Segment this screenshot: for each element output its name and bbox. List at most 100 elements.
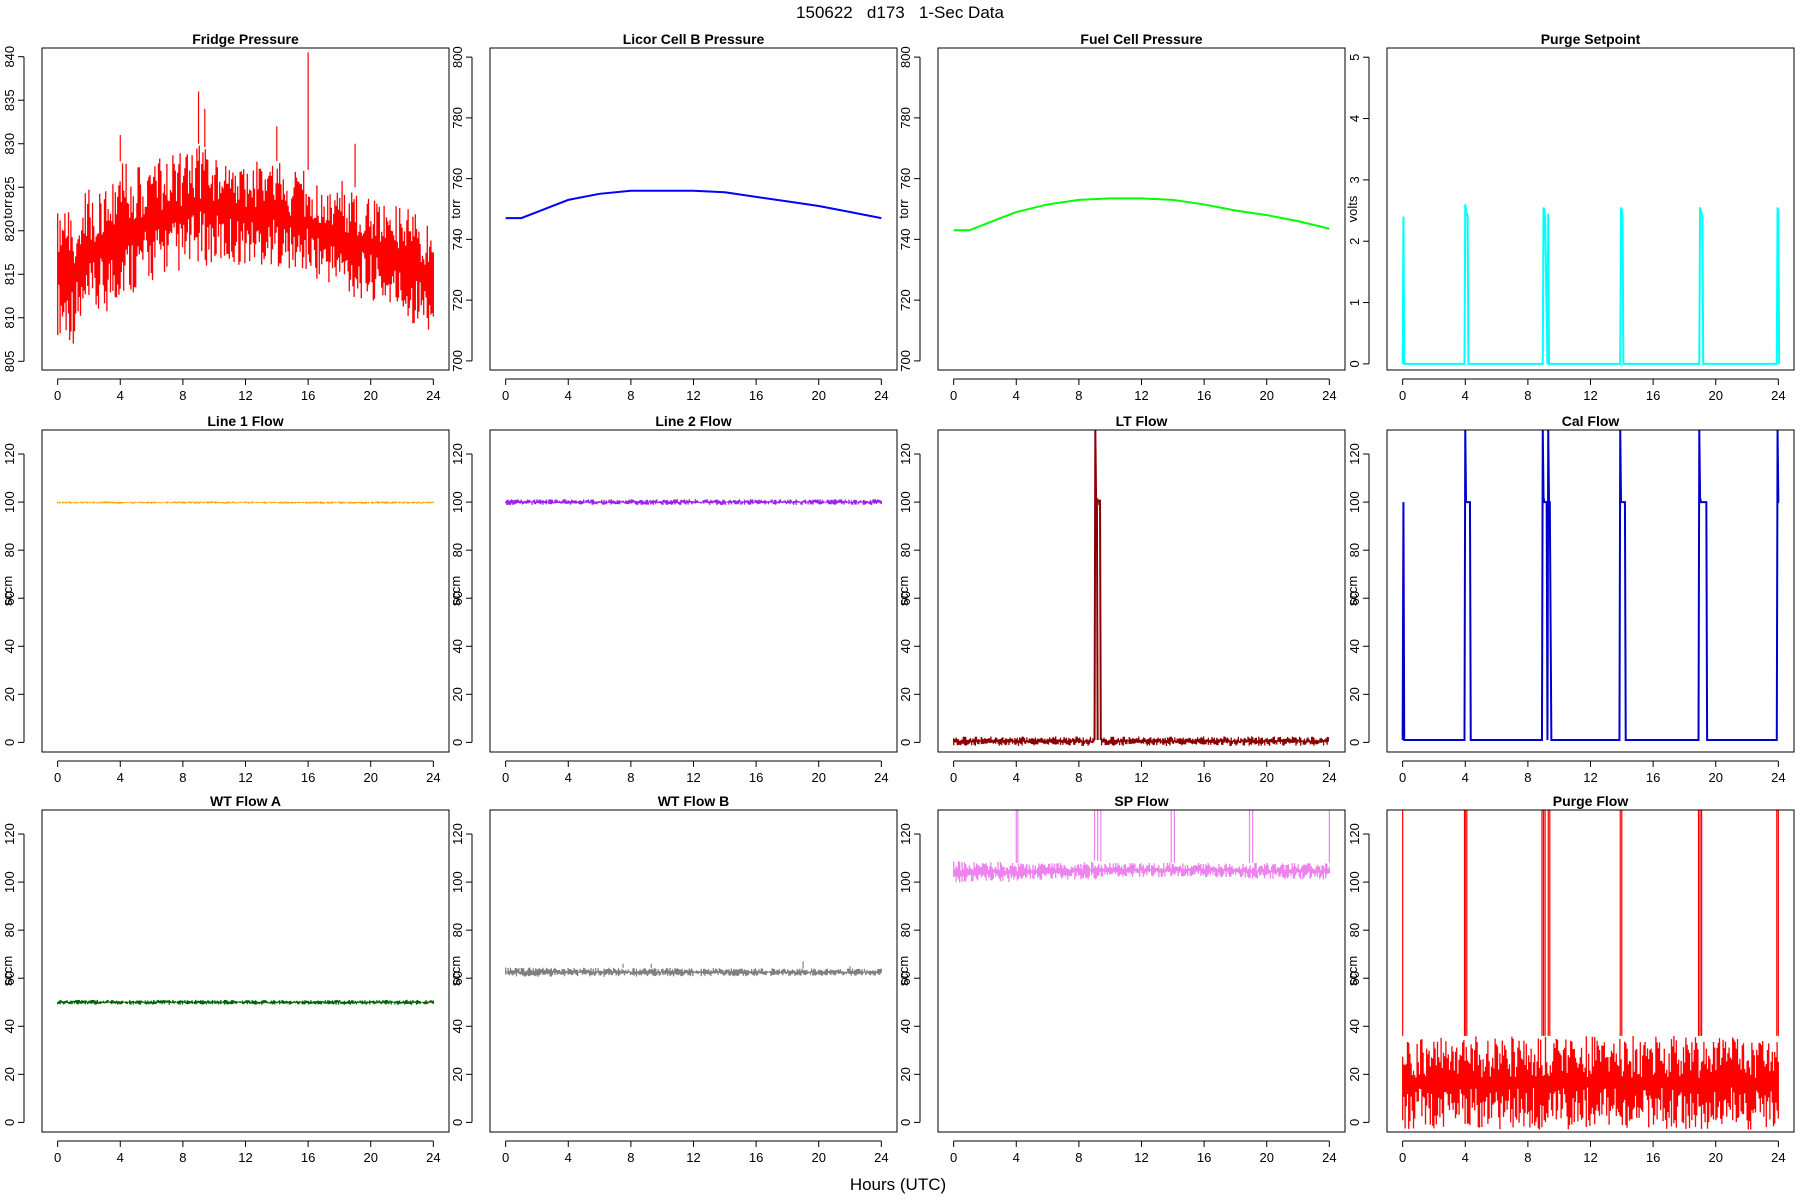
y-tick-label: 4 <box>1347 115 1362 122</box>
y-tick-label: 20 <box>2 687 17 701</box>
panel-title: Cal Flow <box>1562 413 1620 429</box>
y-tick-label: 720 <box>450 289 465 311</box>
y-tick-label: 835 <box>2 89 17 111</box>
y-tick-label: 40 <box>450 639 465 653</box>
x-tick-label: 16 <box>301 388 315 403</box>
figure-title: 150622 d173 1-Sec Data <box>796 3 1004 22</box>
y-tick-label: 80 <box>450 543 465 557</box>
plot-frame <box>1386 429 1795 753</box>
x-axis: 0 4 8 12 16 20 24 <box>502 1140 889 1165</box>
plot-frame <box>41 47 450 371</box>
plot-area <box>1401 430 1780 741</box>
y-tick-label: 760 <box>898 168 913 190</box>
y-axis: 0 20 40 60 80 100 120 <box>1347 443 1370 746</box>
y-tick-label: 20 <box>450 1067 465 1081</box>
y-tick-label: 0 <box>2 739 17 746</box>
y-tick-label: 100 <box>450 871 465 893</box>
x-tick-label: 24 <box>1322 1150 1336 1165</box>
x-axis: 0 4 8 12 16 20 24 <box>950 760 1337 785</box>
x-tick-label: 20 <box>363 770 377 785</box>
y-tick-label: 40 <box>450 1019 465 1033</box>
y-tick-label: 820 <box>2 220 17 242</box>
series-band <box>953 736 1095 746</box>
y-tick-label: 20 <box>1347 687 1362 701</box>
plot-area <box>505 499 882 505</box>
y-tick-label: 120 <box>450 823 465 845</box>
chart-panel: Line 2 Flow sccm 0 20 40 60 80 100 120 0 4 8 12 16 20 2… <box>448 413 898 785</box>
x-tick-label: 8 <box>1075 388 1082 403</box>
plot-area <box>953 430 1330 746</box>
x-tick-label: 8 <box>1524 1150 1531 1165</box>
y-tick-label: 740 <box>450 229 465 251</box>
plot-frame <box>1386 47 1795 371</box>
x-axis: 0 4 8 12 16 20 24 <box>1399 760 1786 785</box>
x-tick-label: 4 <box>117 388 124 403</box>
y-tick-label: 0 <box>1347 739 1362 746</box>
y-tick-label: 60 <box>2 971 17 985</box>
y-tick-label: 80 <box>2 923 17 937</box>
y-tick-label: 20 <box>2 1067 17 1081</box>
series-band <box>1094 498 1100 506</box>
series-band <box>1402 1035 1779 1130</box>
x-tick-label: 24 <box>1322 388 1336 403</box>
x-tick-label: 24 <box>426 1150 440 1165</box>
x-tick-label: 4 <box>1462 388 1469 403</box>
y-tick-label: 60 <box>898 971 913 985</box>
x-tick-label: 12 <box>1583 770 1597 785</box>
y-tick-label: 40 <box>2 1019 17 1033</box>
y-tick-label: 40 <box>1347 639 1362 653</box>
x-axis: 0 4 8 12 16 20 24 <box>950 1140 1337 1165</box>
y-tick-label: 100 <box>2 871 17 893</box>
x-tick-label: 24 <box>1771 1150 1785 1165</box>
x-tick-label: 20 <box>363 1150 377 1165</box>
y-tick-label: 120 <box>2 823 17 845</box>
x-tick-label: 12 <box>1134 388 1148 403</box>
x-axis: 0 4 8 12 16 20 24 <box>502 760 889 785</box>
x-tick-label: 8 <box>627 770 634 785</box>
plot-area <box>57 999 434 1005</box>
plot-frame <box>489 47 898 371</box>
y-axis: 0 20 40 60 80 100 120 <box>2 823 25 1126</box>
x-tick-label: 0 <box>54 1150 61 1165</box>
x-tick-label: 0 <box>502 770 509 785</box>
x-tick-label: 8 <box>179 388 186 403</box>
x-axis: 0 4 8 12 16 20 24 <box>502 378 889 403</box>
x-tick-label: 20 <box>811 1150 825 1165</box>
x-tick-label: 0 <box>1399 388 1406 403</box>
x-tick-label: 12 <box>1583 388 1597 403</box>
chart-panel: SP Flow sccm 0 20 40 60 80 100 120 0 4 8 12 16 20 24 <box>896 793 1346 1165</box>
x-axis: 0 4 8 12 16 20 24 <box>54 378 441 403</box>
y-tick-label: 100 <box>1347 871 1362 893</box>
y-tick-label: 20 <box>898 687 913 701</box>
x-tick-label: 12 <box>686 770 700 785</box>
y-tick-label: 0 <box>898 739 913 746</box>
y-tick-label: 700 <box>450 350 465 372</box>
panels: Fridge Pressuretorr805810815820825830835… <box>0 31 1795 1165</box>
x-tick-label: 8 <box>1075 1150 1082 1165</box>
y-tick-label: 0 <box>450 739 465 746</box>
series-band <box>1100 736 1330 746</box>
y-axis-label: sccm <box>896 576 911 606</box>
plot-frame <box>41 809 450 1133</box>
chart-panel: LT Flow sccm 0 20 40 60 80 100 120 0 4 8 12 16 20 24 <box>896 413 1346 785</box>
chart-panel: Fuel Cell Pressuretorr700720740760780800… <box>896 31 1346 403</box>
plot-frame <box>489 429 898 753</box>
panel-title: WT Flow B <box>658 793 730 809</box>
y-axis: 0 20 40 60 80 100 120 <box>450 443 473 746</box>
y-tick-label: 40 <box>1347 1019 1362 1033</box>
x-tick-label: 16 <box>749 388 763 403</box>
y-axis-label: torr <box>896 199 911 219</box>
series-line <box>1401 430 1780 741</box>
y-tick-label: 60 <box>1347 591 1362 605</box>
x-tick-label: 20 <box>1708 388 1722 403</box>
y-axis-label: sccm <box>448 956 463 986</box>
y-tick-label: 120 <box>898 823 913 845</box>
x-tick-label: 20 <box>811 388 825 403</box>
series-band <box>953 861 1330 883</box>
y-tick-label: 40 <box>898 1019 913 1033</box>
panel-title: Line 1 Flow <box>207 413 283 429</box>
panel-title: Line 2 Flow <box>655 413 731 429</box>
plot-area <box>57 52 434 344</box>
x-tick-label: 0 <box>950 1150 957 1165</box>
